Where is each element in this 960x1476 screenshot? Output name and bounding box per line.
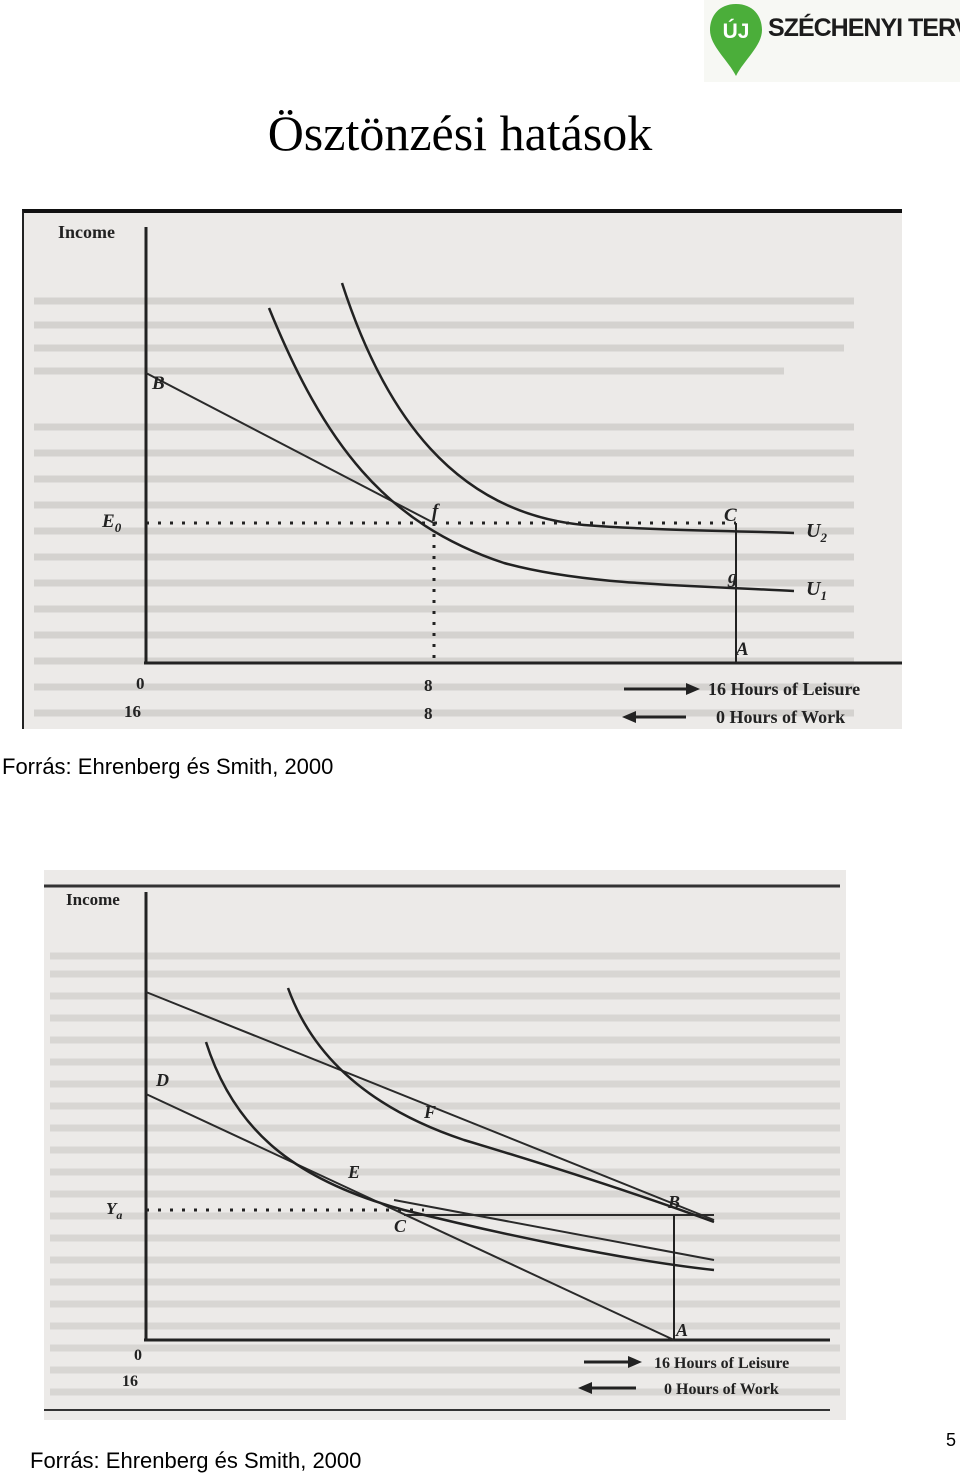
- arrow-left-icon: [622, 711, 636, 723]
- indifference-curve-u1: [267, 307, 795, 593]
- tick-bottom-8: 8: [424, 704, 433, 723]
- point-e0-subscript: 0: [115, 520, 122, 535]
- curve-u2-subscript: 2: [819, 530, 827, 545]
- indifference-curve-upper: [286, 987, 715, 1224]
- point-e0-label: E0: [101, 511, 122, 535]
- curve-u1-label: U1: [806, 578, 827, 603]
- location-pin-icon: ÚJ: [710, 4, 762, 76]
- background-text-texture: [50, 952, 840, 1396]
- tick-bottom-16: 16: [124, 702, 141, 721]
- budget-line-c: [393, 1199, 715, 1261]
- indifference-curve-u2: [340, 282, 795, 535]
- figure-1-caption: Forrás: Ehrenberg és Smith, 2000: [2, 754, 334, 779]
- tick-top-8: 8: [424, 676, 433, 695]
- point-b-label: B: [667, 1192, 680, 1212]
- page-number: 5: [946, 1430, 957, 1450]
- work-axis-label: 0 Hours of Work: [716, 707, 845, 727]
- indifference-curve-lower: [204, 1041, 715, 1272]
- budget-line-d-b: [145, 991, 715, 1221]
- point-c-label: C: [724, 505, 737, 526]
- y-axis-label: Income: [58, 222, 115, 242]
- ya-subscript: a: [116, 1208, 122, 1222]
- curve-u2-letter: U: [806, 520, 822, 542]
- figure-1-income-leisure-diagram: Income B E0 f C g A U2 U1 0 8 16 8 16 Ho…: [22, 209, 902, 729]
- ya-letter: Y: [106, 1199, 118, 1218]
- y-axis-label: Income: [66, 890, 120, 909]
- figure-2-income-leisure-diagram: Income D F E C B A Ya 0 16 16 Hours of L…: [44, 870, 846, 1420]
- point-f-label: F: [423, 1102, 436, 1122]
- curve-u1-letter: U: [806, 578, 822, 600]
- point-e-label: E: [347, 1162, 360, 1182]
- logo-prefix: ÚJ: [723, 19, 750, 43]
- work-axis-label: 0 Hours of Work: [664, 1381, 779, 1398]
- arrow-left-icon: [578, 1382, 592, 1394]
- ya-label: Ya: [106, 1199, 122, 1222]
- budget-line-segment: [145, 372, 435, 524]
- page-title: Ösztönzési hatások: [267, 105, 653, 161]
- point-b-label: B: [151, 373, 165, 394]
- point-f-label: f: [432, 501, 440, 522]
- point-e0-letter: E: [101, 511, 115, 532]
- tick-top-0: 0: [134, 1347, 142, 1364]
- arrow-right-icon: [686, 683, 700, 695]
- point-c-label: C: [394, 1216, 407, 1236]
- budget-line-to-a: [145, 1093, 675, 1341]
- curve-u1-subscript: 1: [820, 588, 827, 603]
- figure-2-caption: Forrás: Ehrenberg és Smith, 2000: [30, 1448, 362, 1473]
- background-text-texture: [34, 297, 854, 717]
- szechenyi-terv-logo: ÚJ SZÉCHENYI TERV: [704, 0, 960, 82]
- point-g-label: g: [727, 567, 738, 588]
- point-a-label: A: [735, 639, 749, 660]
- tick-top-0: 0: [136, 674, 145, 693]
- leisure-axis-label: 16 Hours of Leisure: [708, 679, 860, 699]
- curve-u2-label: U2: [806, 520, 827, 545]
- tick-bottom-16: 16: [122, 1373, 138, 1390]
- point-a-label: A: [675, 1320, 688, 1340]
- point-d-label: D: [155, 1070, 169, 1090]
- logo-text: SZÉCHENYI TERV: [768, 14, 960, 42]
- leisure-axis-label: 16 Hours of Leisure: [654, 1355, 789, 1372]
- arrow-right-icon: [628, 1356, 642, 1368]
